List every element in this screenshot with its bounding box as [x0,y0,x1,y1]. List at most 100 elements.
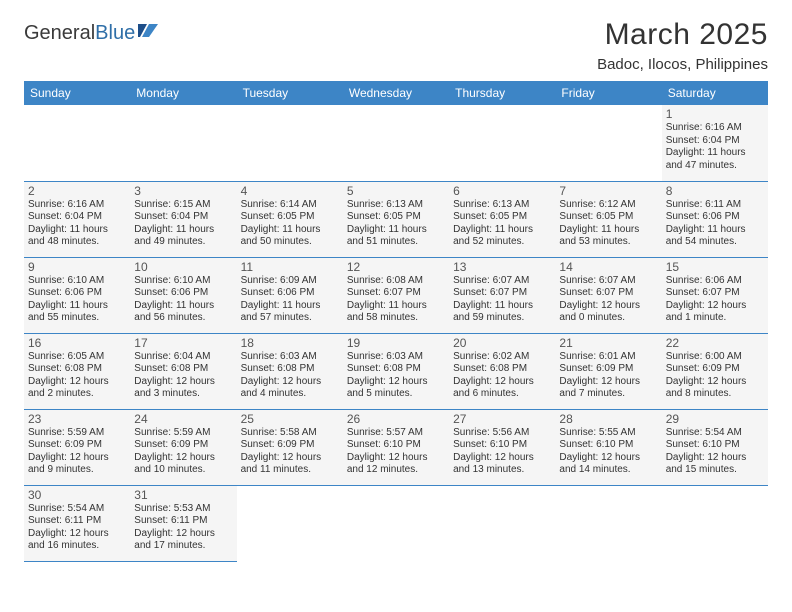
day-info: Sunrise: 6:11 AMSunset: 6:06 PMDaylight:… [666,199,764,249]
calendar-cell: 9Sunrise: 6:10 AMSunset: 6:06 PMDaylight… [24,257,130,333]
daylight-text-1: Daylight: 11 hours [453,300,551,313]
day-number: 11 [241,260,339,274]
daylight-text-1: Daylight: 12 hours [666,376,764,389]
calendar-cell: 26Sunrise: 5:57 AMSunset: 6:10 PMDayligh… [343,409,449,485]
day-info: Sunrise: 6:03 AMSunset: 6:08 PMDaylight:… [241,351,339,401]
sunset-text: Sunset: 6:08 PM [28,363,126,376]
sunrise-text: Sunrise: 5:54 AM [666,427,764,440]
page-subtitle: Badoc, Ilocos, Philippines [597,56,768,73]
day-info: Sunrise: 5:56 AMSunset: 6:10 PMDaylight:… [453,427,551,477]
sunrise-text: Sunrise: 6:09 AM [241,275,339,288]
sunset-text: Sunset: 6:10 PM [559,439,657,452]
sunrise-text: Sunrise: 5:55 AM [559,427,657,440]
calendar-cell: 3Sunrise: 6:15 AMSunset: 6:04 PMDaylight… [130,181,236,257]
calendar-header-row: SundayMondayTuesdayWednesdayThursdayFrid… [24,81,768,105]
daylight-text-2: and 4 minutes. [241,388,339,401]
day-info: Sunrise: 6:07 AMSunset: 6:07 PMDaylight:… [453,275,551,325]
daylight-text-2: and 9 minutes. [28,464,126,477]
day-number: 14 [559,260,657,274]
sunrise-text: Sunrise: 6:11 AM [666,199,764,212]
calendar-cell: 19Sunrise: 6:03 AMSunset: 6:08 PMDayligh… [343,333,449,409]
sunrise-text: Sunrise: 6:03 AM [347,351,445,364]
daylight-text-1: Daylight: 11 hours [28,300,126,313]
sunset-text: Sunset: 6:05 PM [347,211,445,224]
calendar-cell-empty [237,105,343,181]
calendar-week-row: 30Sunrise: 5:54 AMSunset: 6:11 PMDayligh… [24,485,768,561]
day-info: Sunrise: 6:09 AMSunset: 6:06 PMDaylight:… [241,275,339,325]
sunrise-text: Sunrise: 5:53 AM [134,503,232,516]
day-number: 9 [28,260,126,274]
sunrise-text: Sunrise: 6:16 AM [666,122,764,135]
daylight-text-1: Daylight: 12 hours [134,452,232,465]
day-number: 28 [559,412,657,426]
daylight-text-1: Daylight: 12 hours [666,300,764,313]
daylight-text-2: and 12 minutes. [347,464,445,477]
day-info: Sunrise: 6:00 AMSunset: 6:09 PMDaylight:… [666,351,764,401]
day-info: Sunrise: 6:16 AMSunset: 6:04 PMDaylight:… [28,199,126,249]
day-number: 13 [453,260,551,274]
weekday-header: Friday [555,81,661,105]
calendar-cell: 31Sunrise: 5:53 AMSunset: 6:11 PMDayligh… [130,485,236,561]
daylight-text-2: and 15 minutes. [666,464,764,477]
sunrise-text: Sunrise: 6:10 AM [28,275,126,288]
day-info: Sunrise: 6:02 AMSunset: 6:08 PMDaylight:… [453,351,551,401]
sunset-text: Sunset: 6:07 PM [347,287,445,300]
calendar-cell: 2Sunrise: 6:16 AMSunset: 6:04 PMDaylight… [24,181,130,257]
calendar-cell-empty [130,105,236,181]
day-number: 24 [134,412,232,426]
sunrise-text: Sunrise: 5:57 AM [347,427,445,440]
sunset-text: Sunset: 6:09 PM [666,363,764,376]
day-number: 19 [347,336,445,350]
day-info: Sunrise: 6:12 AMSunset: 6:05 PMDaylight:… [559,199,657,249]
daylight-text-2: and 54 minutes. [666,236,764,249]
day-info: Sunrise: 6:03 AMSunset: 6:08 PMDaylight:… [347,351,445,401]
calendar-cell: 29Sunrise: 5:54 AMSunset: 6:10 PMDayligh… [662,409,768,485]
sunrise-text: Sunrise: 6:08 AM [347,275,445,288]
sunset-text: Sunset: 6:09 PM [134,439,232,452]
day-number: 18 [241,336,339,350]
calendar-cell: 20Sunrise: 6:02 AMSunset: 6:08 PMDayligh… [449,333,555,409]
daylight-text-1: Daylight: 12 hours [559,452,657,465]
daylight-text-1: Daylight: 11 hours [559,224,657,237]
calendar-cell: 12Sunrise: 6:08 AMSunset: 6:07 PMDayligh… [343,257,449,333]
daylight-text-2: and 2 minutes. [28,388,126,401]
calendar-week-row: 1Sunrise: 6:16 AMSunset: 6:04 PMDaylight… [24,105,768,181]
day-info: Sunrise: 5:59 AMSunset: 6:09 PMDaylight:… [134,427,232,477]
calendar-cell: 15Sunrise: 6:06 AMSunset: 6:07 PMDayligh… [662,257,768,333]
daylight-text-2: and 5 minutes. [347,388,445,401]
sunrise-text: Sunrise: 6:05 AM [28,351,126,364]
calendar-cell-empty [237,485,343,561]
day-number: 2 [28,184,126,198]
sunrise-text: Sunrise: 6:16 AM [28,199,126,212]
logo-text-dark: General [24,22,95,44]
day-number: 8 [666,184,764,198]
header: GeneralBlue March 2025 Badoc, Ilocos, Ph… [24,18,768,73]
sunrise-text: Sunrise: 6:04 AM [134,351,232,364]
day-info: Sunrise: 5:53 AMSunset: 6:11 PMDaylight:… [134,503,232,553]
day-number: 31 [134,488,232,502]
daylight-text-1: Daylight: 12 hours [347,376,445,389]
daylight-text-1: Daylight: 11 hours [453,224,551,237]
day-number: 1 [666,107,764,121]
day-info: Sunrise: 6:04 AMSunset: 6:08 PMDaylight:… [134,351,232,401]
daylight-text-2: and 50 minutes. [241,236,339,249]
page-title: March 2025 [597,18,768,52]
calendar-week-row: 2Sunrise: 6:16 AMSunset: 6:04 PMDaylight… [24,181,768,257]
sunrise-text: Sunrise: 6:10 AM [134,275,232,288]
logo: GeneralBlue [24,22,159,45]
sunrise-text: Sunrise: 6:06 AM [666,275,764,288]
daylight-text-2: and 3 minutes. [134,388,232,401]
sunset-text: Sunset: 6:11 PM [134,515,232,528]
daylight-text-1: Daylight: 12 hours [559,376,657,389]
sunset-text: Sunset: 6:05 PM [453,211,551,224]
daylight-text-2: and 51 minutes. [347,236,445,249]
daylight-text-2: and 14 minutes. [559,464,657,477]
daylight-text-1: Daylight: 11 hours [134,224,232,237]
daylight-text-2: and 7 minutes. [559,388,657,401]
calendar-cell: 23Sunrise: 5:59 AMSunset: 6:09 PMDayligh… [24,409,130,485]
sunrise-text: Sunrise: 6:15 AM [134,199,232,212]
sunset-text: Sunset: 6:11 PM [28,515,126,528]
calendar-cell-empty [555,485,661,561]
sunrise-text: Sunrise: 6:14 AM [241,199,339,212]
title-block: March 2025 Badoc, Ilocos, Philippines [597,18,768,73]
